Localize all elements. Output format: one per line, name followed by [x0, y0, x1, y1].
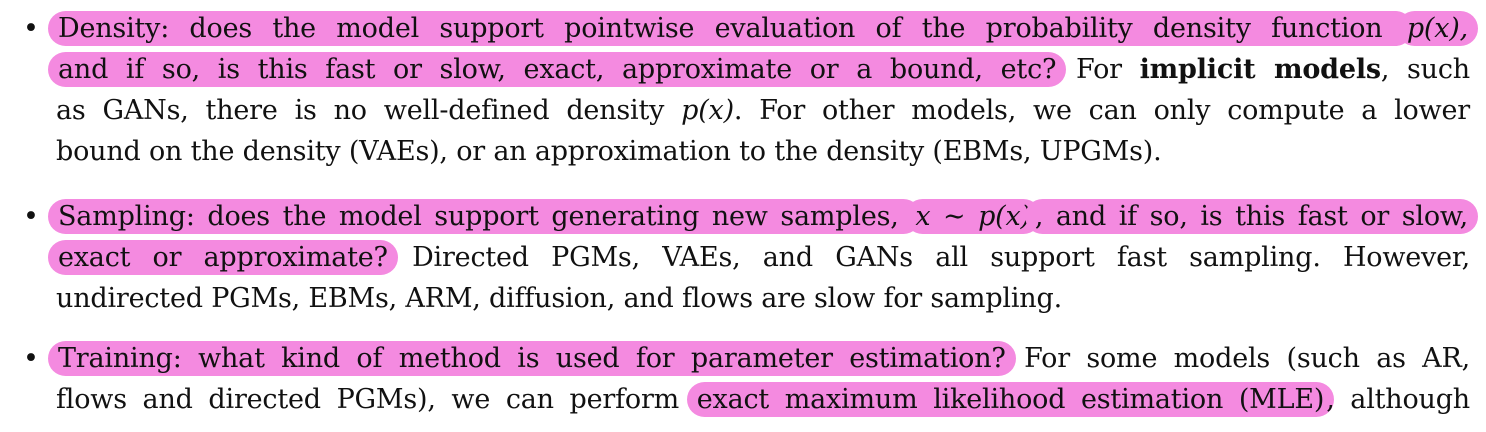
highlighted-text: exact maximum likelihood estimation (MLE…: [686, 382, 1335, 417]
highlighted-text: Sampling: does the model support generat…: [48, 199, 922, 234]
highlighted-text: Training: what kind of method is used fo…: [48, 341, 1016, 376]
highlighted-text: x ∼ p(x): [905, 199, 1041, 234]
text-line: bound on the density (VAEs), or an appro…: [56, 131, 1470, 172]
highlighted-text: p(x),: [1396, 11, 1478, 46]
bullet-dot: •: [23, 201, 39, 232]
text-line: Training: what kind of method is used fo…: [48, 338, 1470, 379]
body-text: as GANs, there is no well-defined densit…: [56, 95, 682, 126]
body-text: . For other models, we can only compute …: [733, 95, 1470, 126]
bullet-item: • Sampling: does the model support genera…: [23, 196, 1478, 319]
highlighted-text: and if so, is this fast or slow, exact, …: [48, 52, 1067, 87]
bullet-item: • Training: what kind of method is used f…: [23, 338, 1470, 420]
highlighted-text: , and if so, is this fast or slow,: [1024, 199, 1478, 234]
bullet-item: • Density: does the model support pointwi…: [23, 8, 1478, 172]
body-text: For some models (such as AR,: [1007, 343, 1470, 374]
body-text: , although: [1326, 384, 1470, 415]
body-text: flows and directed PGMs), we can perform: [56, 384, 695, 415]
body-text: undirected PGMs, EBMs, ARM, diffusion, a…: [56, 283, 1062, 314]
text-line: and if so, is this fast or slow, exact, …: [48, 49, 1470, 90]
math-expression: p(x): [681, 95, 734, 126]
text-line: Sampling: does the model support generat…: [48, 196, 1478, 237]
bullet-dot: •: [23, 343, 39, 374]
text-line: exact or approximate? Directed PGMs, VAE…: [48, 237, 1470, 278]
bullet-dot: •: [23, 13, 39, 44]
highlighted-text: Density: does the model support pointwis…: [48, 11, 1413, 46]
highlighted-text: exact or approximate?: [48, 240, 398, 275]
body-text: Directed PGMs, VAEs, and GANs all suppor…: [389, 242, 1470, 273]
body-text: , such: [1380, 54, 1470, 85]
bold-term: implicit models: [1139, 54, 1381, 85]
text-line: flows and directed PGMs), we can perform…: [56, 379, 1470, 420]
body-text: bound on the density (VAEs), or an appro…: [56, 136, 1162, 167]
body-text: For: [1058, 54, 1140, 85]
text-line: as GANs, there is no well-defined densit…: [56, 90, 1470, 131]
text-line: undirected PGMs, EBMs, ARM, diffusion, a…: [56, 278, 1470, 319]
text-line: Density: does the model support pointwis…: [48, 8, 1478, 49]
